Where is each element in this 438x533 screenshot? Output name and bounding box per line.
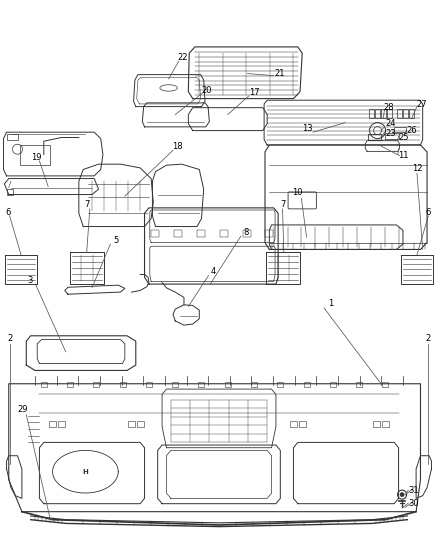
Bar <box>120 382 126 387</box>
Bar <box>290 421 297 427</box>
Bar <box>146 382 152 387</box>
Bar <box>394 127 406 132</box>
Circle shape <box>400 492 404 497</box>
Bar <box>385 133 399 139</box>
Bar <box>197 230 205 237</box>
Text: 20: 20 <box>201 86 212 95</box>
Text: 24: 24 <box>385 119 396 128</box>
Bar <box>277 382 283 387</box>
Text: 8: 8 <box>244 228 249 237</box>
Bar <box>49 421 56 427</box>
Bar <box>369 109 374 118</box>
Text: H: H <box>82 469 88 475</box>
Bar <box>409 109 414 118</box>
Text: 17: 17 <box>249 88 259 97</box>
Bar <box>356 382 362 387</box>
Text: 26: 26 <box>406 126 417 134</box>
Text: 7: 7 <box>280 200 285 209</box>
Bar <box>397 109 402 118</box>
Text: 6: 6 <box>426 208 431 216</box>
Bar <box>265 230 273 237</box>
Text: 19: 19 <box>31 153 41 161</box>
Bar <box>7 134 18 140</box>
Text: 22: 22 <box>178 53 188 62</box>
Text: 30: 30 <box>409 499 419 507</box>
Bar <box>373 421 380 427</box>
Bar <box>137 421 144 427</box>
Bar <box>220 230 228 237</box>
Bar <box>304 382 310 387</box>
Bar <box>387 109 392 118</box>
Text: 28: 28 <box>384 103 394 112</box>
Text: 3: 3 <box>27 276 32 285</box>
Bar <box>41 382 47 387</box>
Bar <box>152 230 159 237</box>
Bar <box>172 382 178 387</box>
Bar <box>381 109 386 118</box>
Text: 6: 6 <box>5 208 11 216</box>
Bar <box>382 421 389 427</box>
Bar <box>128 421 135 427</box>
Text: 31: 31 <box>409 486 419 495</box>
Bar <box>174 230 182 237</box>
Bar <box>251 382 257 387</box>
Bar <box>330 382 336 387</box>
Text: 11: 11 <box>399 151 409 160</box>
Bar <box>299 421 306 427</box>
Text: 21: 21 <box>274 69 285 78</box>
Bar <box>20 145 50 165</box>
Text: 25: 25 <box>399 133 409 142</box>
Bar <box>225 382 231 387</box>
Bar <box>375 109 380 118</box>
Text: 2: 2 <box>7 334 12 343</box>
Text: 13: 13 <box>302 125 313 133</box>
Text: 12: 12 <box>412 164 422 173</box>
Bar <box>403 109 408 118</box>
Text: 23: 23 <box>385 129 396 138</box>
Bar <box>93 382 99 387</box>
Text: 27: 27 <box>416 100 427 109</box>
Bar <box>198 382 205 387</box>
Bar <box>7 189 13 195</box>
Text: 4: 4 <box>211 268 216 276</box>
Text: 10: 10 <box>293 189 303 197</box>
Bar <box>368 134 381 140</box>
Bar <box>67 382 73 387</box>
Text: 2: 2 <box>426 334 431 343</box>
Text: 29: 29 <box>18 405 28 414</box>
Bar <box>382 382 389 387</box>
Bar <box>243 230 251 237</box>
Text: 18: 18 <box>172 142 183 151</box>
Text: 5: 5 <box>113 237 118 245</box>
Text: 1: 1 <box>328 300 333 308</box>
Bar <box>58 421 65 427</box>
Text: 7: 7 <box>84 200 89 209</box>
